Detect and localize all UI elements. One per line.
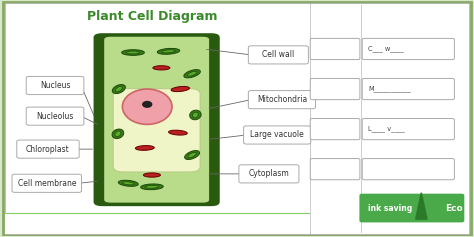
Ellipse shape [115,86,122,92]
FancyBboxPatch shape [310,78,360,100]
Ellipse shape [184,70,201,78]
Text: Plant Cell Diagram: Plant Cell Diagram [87,9,217,23]
Ellipse shape [118,180,138,186]
FancyBboxPatch shape [248,91,316,109]
Bar [5,3,310,234]
Ellipse shape [142,101,153,108]
Text: ink saving: ink saving [368,204,412,213]
Ellipse shape [188,152,196,158]
FancyBboxPatch shape [359,194,465,222]
FancyBboxPatch shape [362,159,455,180]
FancyBboxPatch shape [310,38,360,59]
FancyBboxPatch shape [3,2,471,235]
Ellipse shape [162,50,175,53]
FancyBboxPatch shape [103,36,210,203]
Ellipse shape [190,110,201,120]
Text: Cell wall: Cell wall [262,50,294,59]
Text: Large vacuole: Large vacuole [250,131,304,140]
Ellipse shape [112,85,126,94]
Ellipse shape [185,150,200,160]
FancyBboxPatch shape [93,33,220,206]
Ellipse shape [115,131,121,137]
Ellipse shape [153,66,170,70]
FancyBboxPatch shape [362,78,455,100]
Ellipse shape [171,87,190,92]
FancyBboxPatch shape [362,38,455,59]
Text: Eco: Eco [445,204,463,213]
Ellipse shape [136,146,154,150]
Ellipse shape [122,182,134,185]
Ellipse shape [192,112,198,118]
Text: L____ v____: L____ v____ [368,126,405,132]
FancyBboxPatch shape [248,46,309,64]
Text: Nucleus: Nucleus [40,81,70,90]
FancyBboxPatch shape [26,77,84,95]
Text: Mitochondria: Mitochondria [257,95,307,104]
Text: Cell membrane: Cell membrane [18,179,76,188]
Bar [5,214,310,234]
Polygon shape [416,193,427,219]
Ellipse shape [157,48,180,54]
FancyBboxPatch shape [12,174,82,192]
FancyBboxPatch shape [362,118,455,140]
Ellipse shape [112,129,124,139]
Text: Chloroplast: Chloroplast [26,145,70,154]
FancyBboxPatch shape [310,118,360,140]
Ellipse shape [122,50,145,55]
Ellipse shape [122,89,172,124]
FancyBboxPatch shape [310,159,360,180]
Ellipse shape [145,185,159,188]
FancyBboxPatch shape [17,140,79,158]
Ellipse shape [144,173,160,177]
FancyBboxPatch shape [26,107,84,125]
FancyBboxPatch shape [113,89,200,172]
Text: M___________: M___________ [368,86,411,92]
Text: Nucleolus: Nucleolus [36,112,74,121]
FancyBboxPatch shape [239,165,299,183]
Bar [310,3,469,234]
Text: C___ w____: C___ w____ [368,46,404,52]
Ellipse shape [126,51,140,54]
Ellipse shape [141,184,163,190]
FancyBboxPatch shape [244,126,311,144]
Ellipse shape [187,71,197,76]
Ellipse shape [169,130,187,135]
Text: Cytoplasm: Cytoplasm [248,169,289,178]
